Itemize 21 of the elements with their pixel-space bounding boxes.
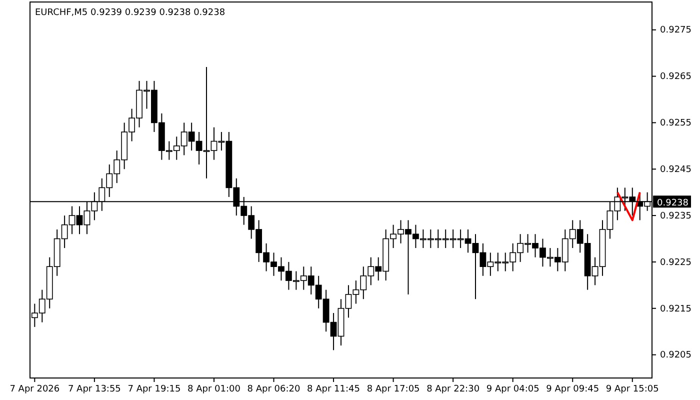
x-tick-label: 7 Apr 2026 — [10, 384, 60, 394]
x-tick-label: 9 Apr 04:05 — [486, 384, 540, 394]
y-tick-label: 0.9265 — [660, 72, 692, 82]
text: EURCHF,M5 0.9239 0.9239 0.9238 0.9238 — [35, 8, 226, 18]
x-tick-label: 9 Apr 09:45 — [546, 384, 600, 394]
x-tick-label: 8 Apr 17:05 — [366, 384, 420, 394]
y-tick-label: 0.9235 — [660, 211, 692, 222]
x-tick-label: 8 Apr 11:45 — [307, 384, 360, 394]
x-tick-label: 7 Apr 13:55 — [68, 384, 121, 394]
ref-line-label: 0.9238 — [657, 198, 689, 209]
y-tick-label: 0.9215 — [660, 304, 692, 314]
x-tick-label: 9 Apr 15:05 — [606, 384, 659, 394]
y-tick-label: 0.9225 — [660, 258, 692, 268]
y-tick-label: 0.9255 — [660, 118, 692, 129]
x-tick-label: 8 Apr 01:00 — [188, 384, 241, 394]
y-tick-label: 0.9245 — [660, 164, 692, 175]
y-tick-label: 0.9275 — [660, 26, 692, 36]
x-tick-label: 8 Apr 22:30 — [426, 384, 480, 394]
x-tick-label: 8 Apr 06:20 — [247, 384, 300, 394]
y-tick-label: 0.9205 — [660, 350, 692, 361]
x-tick-label: 7 Apr 19:15 — [128, 384, 181, 394]
